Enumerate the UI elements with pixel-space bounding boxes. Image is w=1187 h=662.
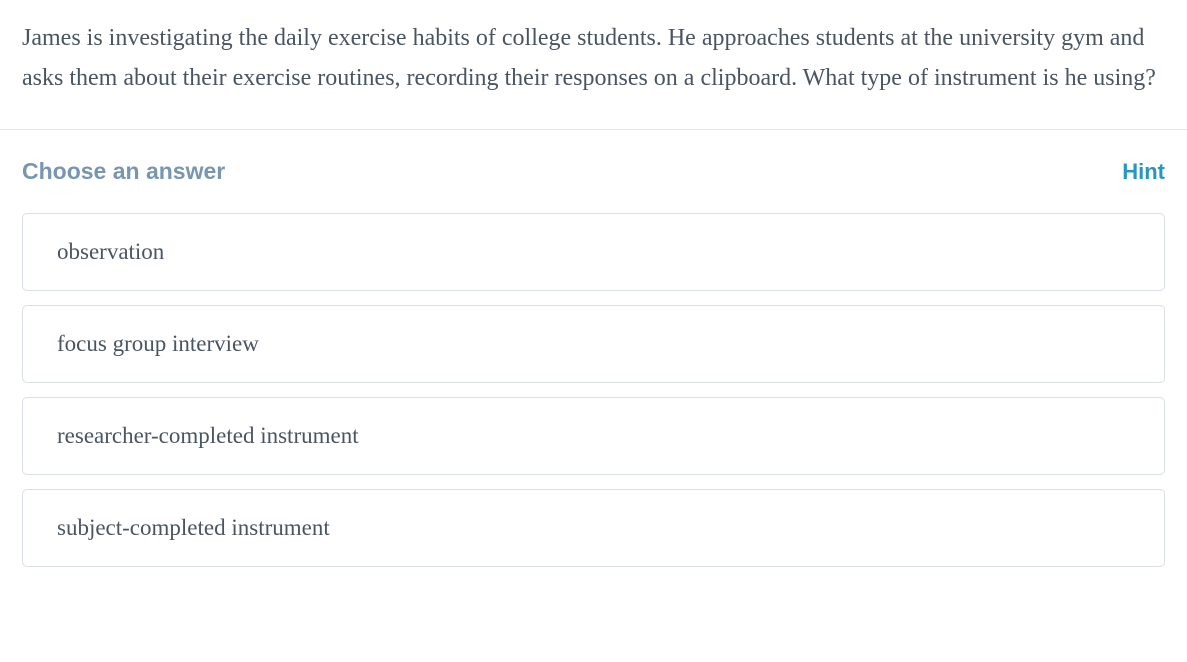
hint-link[interactable]: Hint [1122,159,1165,185]
question-section: James is investigating the daily exercis… [0,0,1187,129]
answer-header: Choose an answer Hint [22,158,1165,185]
question-text: James is investigating the daily exercis… [22,18,1165,99]
answer-options-list: observation focus group interview resear… [22,213,1165,568]
answer-option[interactable]: subject-completed instrument [22,489,1165,567]
answer-section: Choose an answer Hint observation focus … [0,130,1187,588]
answer-option[interactable]: focus group interview [22,305,1165,383]
choose-answer-label: Choose an answer [22,158,225,185]
answer-option[interactable]: observation [22,213,1165,291]
answer-option[interactable]: researcher-completed instrument [22,397,1165,475]
